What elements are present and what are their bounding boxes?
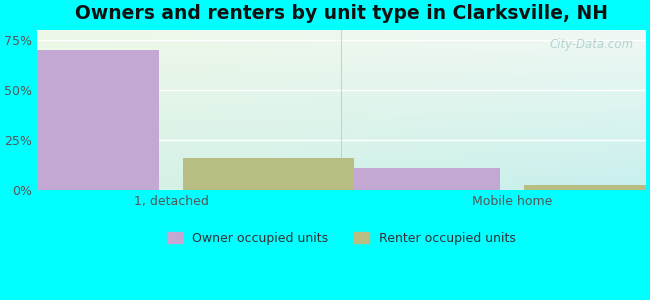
Bar xyxy=(183,158,354,190)
Bar xyxy=(0,50,159,190)
Bar xyxy=(330,168,500,190)
Title: Owners and renters by unit type in Clarksville, NH: Owners and renters by unit type in Clark… xyxy=(75,4,608,23)
Text: City-Data.com: City-Data.com xyxy=(549,38,634,51)
Legend: Owner occupied units, Renter occupied units: Owner occupied units, Renter occupied un… xyxy=(161,225,522,251)
Bar xyxy=(524,185,650,190)
